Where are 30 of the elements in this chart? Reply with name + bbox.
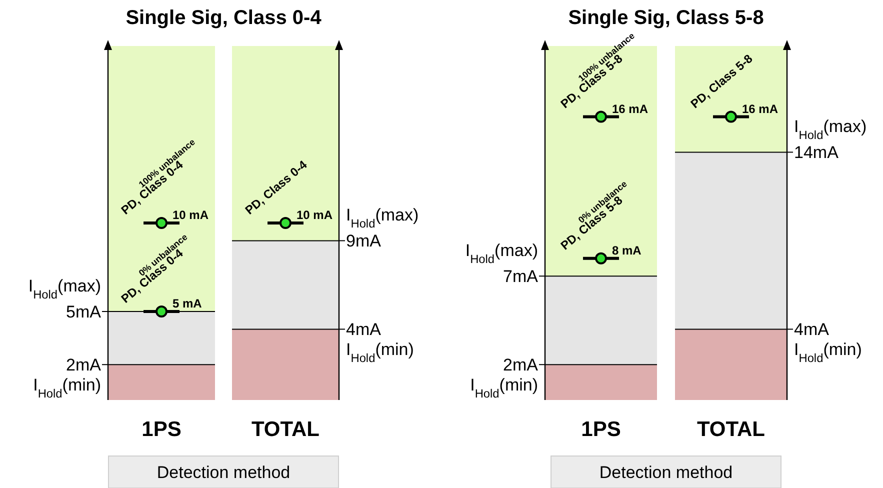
y-tick-label: 7mA: [503, 267, 539, 286]
x-tick-label: TOTAL: [696, 418, 766, 441]
x-tick-label: TOTAL: [251, 418, 320, 441]
data-label: 16 mA: [742, 102, 778, 116]
y2-tick-label: 4mA: [794, 320, 830, 340]
x-axis-title: Detection method: [156, 463, 290, 482]
ref-line-label: I$_{Hold}$(max): [346, 206, 419, 231]
y2-tick-label: 4mA: [346, 320, 382, 340]
data-label: 8 mA: [612, 243, 642, 258]
y2-tick-label: 9mA: [346, 232, 382, 251]
x-axis-title: Detection method: [599, 463, 733, 482]
legend-label: I$_{Hold}$(min): [794, 340, 862, 366]
legend-label: I$_{Hold}$(min): [346, 340, 414, 366]
chart-title: Single Sig, Class 5-8: [568, 7, 764, 29]
legend-label: I$_{Hold}$(min): [470, 376, 538, 401]
data-label: 5 mA: [172, 296, 202, 310]
ref-line-label: I$_{Hold}$(max): [465, 241, 538, 266]
chart-title: Single Sig, Class 0-4: [126, 7, 322, 29]
ref-line-label: I$_{Hold}$(max): [28, 276, 101, 302]
y-tick-label: 2mA: [66, 356, 102, 375]
ref-line-label: I$_{Hold}$(max): [794, 117, 867, 142]
x-tick-label: 1PS: [142, 418, 182, 441]
x-tick-label: 1PS: [581, 418, 621, 441]
data-label: 16 mA: [612, 102, 648, 116]
data-label: 10 mA: [296, 208, 333, 222]
y-tick-label: 2mA: [503, 356, 539, 375]
y-tick-label: 5mA: [66, 302, 102, 322]
y2-tick-label: 14mA: [794, 143, 840, 162]
legend-label: I$_{Hold}$(min): [33, 376, 101, 401]
data-label: 10 mA: [172, 208, 209, 222]
